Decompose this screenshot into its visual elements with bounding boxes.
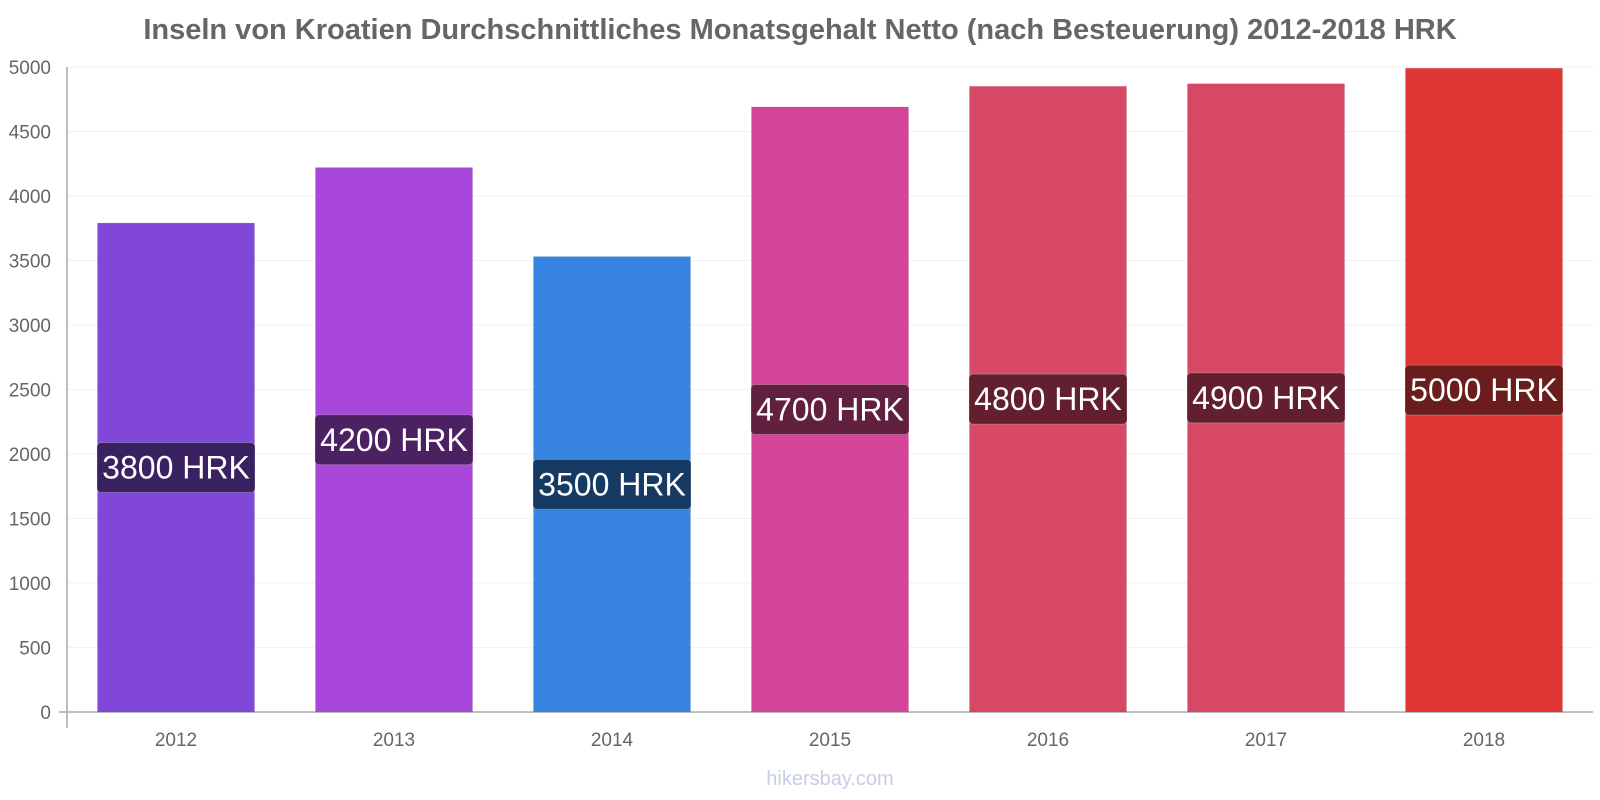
data-label-box xyxy=(96,442,256,494)
data-label: 4700 HRK xyxy=(756,391,904,427)
y-tick-label: 2500 xyxy=(9,381,51,402)
data-label-box xyxy=(314,414,474,466)
data-label-box xyxy=(968,373,1128,425)
data-label: 3500 HRK xyxy=(538,466,686,502)
x-tick-label: 2012 xyxy=(155,730,197,751)
data-label-box xyxy=(532,458,692,510)
data-label: 4800 HRK xyxy=(974,381,1122,417)
x-tick-label: 2018 xyxy=(1463,730,1505,751)
y-tick-label: 1500 xyxy=(9,510,51,531)
chart-title: Inseln von Kroatien Durchschnittliches M… xyxy=(143,14,1457,46)
data-label-box xyxy=(1186,372,1346,424)
y-tick-label: 1000 xyxy=(9,574,51,595)
x-tick-label: 2016 xyxy=(1027,730,1069,751)
y-tick-label: 3500 xyxy=(9,252,51,273)
y-tick-label: 500 xyxy=(19,639,51,660)
x-tick-label: 2017 xyxy=(1245,730,1287,751)
y-tick-label: 5000 xyxy=(9,58,51,79)
y-tick-label: 2000 xyxy=(9,445,51,466)
watermark: hikersbay.com xyxy=(766,768,894,790)
data-label: 4900 HRK xyxy=(1192,380,1340,416)
x-tick-label: 2013 xyxy=(373,730,415,751)
data-label: 3800 HRK xyxy=(102,450,250,486)
y-tick-label: 3000 xyxy=(9,316,51,337)
y-tick-label: 4500 xyxy=(9,123,51,144)
y-tick-label: 0 xyxy=(40,703,51,724)
y-tick-label: 4000 xyxy=(9,187,51,208)
data-label-box xyxy=(1404,364,1564,416)
x-tick-label: 2014 xyxy=(591,730,634,751)
data-label-box xyxy=(750,383,910,435)
data-label: 5000 HRK xyxy=(1410,372,1558,408)
x-tick-label: 2015 xyxy=(809,730,851,751)
data-label: 4200 HRK xyxy=(320,422,468,458)
